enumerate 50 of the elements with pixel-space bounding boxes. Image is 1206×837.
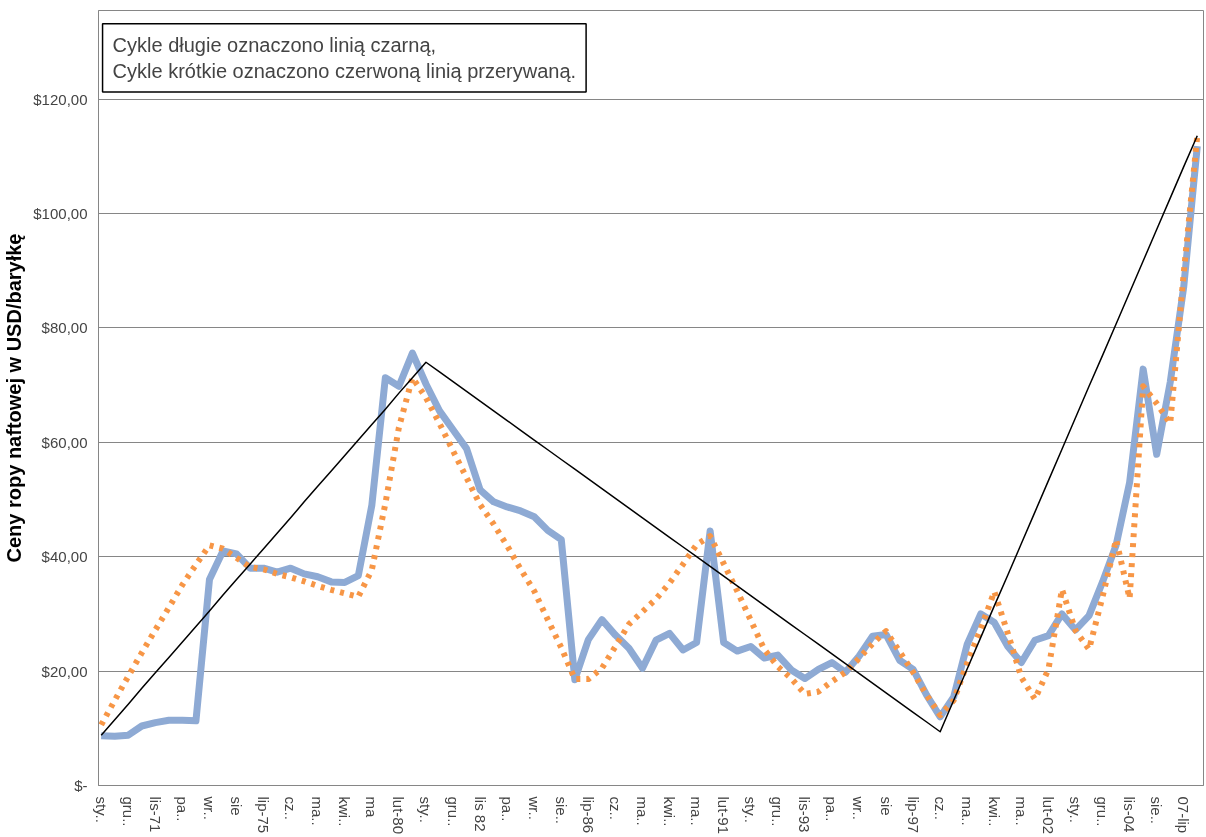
x-tick-label: sty.. (1066, 796, 1084, 823)
x-tick-label: sty.. (417, 796, 435, 823)
x-tick-label: cz.. (931, 796, 949, 820)
x-tick-label: lut-02 (1039, 796, 1057, 835)
x-tick-label: 07-lip (1175, 796, 1193, 834)
x-tick-label: ma.. (958, 796, 976, 826)
x-tick-label: cz.. (606, 796, 624, 820)
x-tick-label: kwi.. (985, 796, 1003, 827)
x-tick-label: lut-91 (715, 796, 733, 835)
x-tick-label: lis-93 (796, 796, 814, 833)
y-tick-label: $20,00 (41, 662, 88, 680)
x-tick-label: sie (228, 796, 246, 816)
x-tick-label: wr.. (850, 795, 868, 820)
x-tick-label: pa.. (823, 796, 841, 822)
x-tick-label: ma.. (1012, 796, 1030, 826)
y-tick-label: $120,00 (33, 90, 88, 108)
x-tick-label: ma (363, 796, 381, 818)
x-tick-label: ma.. (688, 796, 706, 826)
x-tick-label: sie (877, 796, 895, 816)
x-tick-label: cz.. (282, 796, 300, 820)
x-tick-label: kwi.. (336, 796, 354, 827)
x-tick-label: pa.. (498, 796, 516, 822)
x-tick-label: lut-80 (390, 796, 408, 835)
x-tick-label: sty.. (92, 796, 110, 823)
x-tick-label: sie.. (552, 796, 570, 825)
x-tick-label: ma.. (633, 796, 651, 826)
x-tick-label: gru.. (1094, 796, 1112, 827)
x-tick-label: gru.. (119, 796, 137, 827)
x-tick-label: kwi.. (661, 796, 679, 827)
y-tick-label: $40,00 (41, 548, 88, 566)
x-tick-label: pa.. (173, 796, 191, 822)
x-tick-label: lis-71 (146, 796, 164, 833)
x-tick-label: gru.. (769, 796, 787, 827)
y-tick-label: $80,00 (41, 319, 88, 337)
y-tick-label: $100,00 (33, 205, 88, 223)
x-tick-label: sty.. (742, 796, 760, 823)
y-axis-title: Ceny ropy naftowej w USD/baryłkę (3, 233, 26, 563)
x-tick-label: lis 82 (471, 796, 489, 832)
x-tick-label: lis-04 (1121, 796, 1139, 833)
y-tick-label: $60,00 (41, 433, 88, 451)
x-tick-label: sie.. (1148, 796, 1166, 825)
x-tick-label: lip-86 (579, 796, 597, 834)
y-tick-label: $- (74, 777, 88, 794)
annotation: Cykle długie oznaczono linią czarną, Cykle krótkie oznaczono czerwoną linią przerywaną. (112, 33, 577, 83)
x-tick-label: lip-75 (255, 796, 273, 834)
x-tick-label: lip-97 (904, 796, 922, 834)
x-tick-label: ma.. (309, 796, 327, 826)
x-tick-label: gru.. (444, 796, 462, 827)
x-tick-label: wr.. (525, 795, 543, 820)
x-tick-label: wr.. (200, 795, 218, 820)
